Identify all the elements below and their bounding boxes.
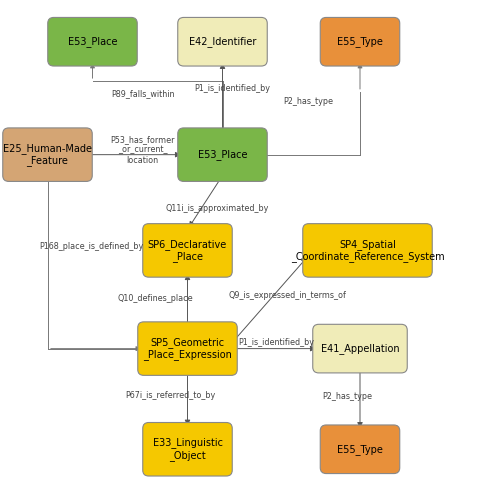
FancyBboxPatch shape — [178, 18, 267, 66]
Text: P1_is_identified_by: P1_is_identified_by — [238, 338, 314, 347]
Text: P2_has_type: P2_has_type — [322, 392, 372, 401]
Text: E25_Human-Made
_Feature: E25_Human-Made _Feature — [3, 143, 92, 166]
FancyBboxPatch shape — [3, 128, 92, 181]
Text: Q9_is_expressed_in_terms_of: Q9_is_expressed_in_terms_of — [228, 291, 346, 300]
FancyBboxPatch shape — [48, 18, 137, 66]
Text: E53_Place: E53_Place — [198, 149, 247, 160]
Text: Q11i_is_approximated_by: Q11i_is_approximated_by — [166, 204, 269, 213]
Text: Q10_defines_place: Q10_defines_place — [117, 294, 193, 302]
Text: SP4_Spatial
_Coordinate_Reference_System: SP4_Spatial _Coordinate_Reference_System — [290, 239, 444, 262]
FancyBboxPatch shape — [313, 325, 407, 373]
Text: SP5_Geometric
_Place_Expression: SP5_Geometric _Place_Expression — [143, 337, 232, 360]
Text: P2_has_type: P2_has_type — [284, 97, 334, 106]
Text: E53_Place: E53_Place — [68, 36, 117, 47]
FancyBboxPatch shape — [320, 18, 400, 66]
Text: E33_Linguistic
_Object: E33_Linguistic _Object — [152, 437, 222, 461]
Text: E55_Type: E55_Type — [337, 36, 383, 47]
Text: P67i_is_referred_to_by: P67i_is_referred_to_by — [125, 391, 215, 400]
Text: P1_is_identified_by: P1_is_identified_by — [194, 84, 270, 93]
Text: E42_Identifier: E42_Identifier — [189, 36, 256, 47]
FancyBboxPatch shape — [138, 322, 237, 376]
Text: P168_place_is_defined_by: P168_place_is_defined_by — [39, 242, 143, 251]
Text: P89_falls_within: P89_falls_within — [111, 89, 174, 98]
FancyBboxPatch shape — [143, 422, 232, 476]
FancyBboxPatch shape — [302, 224, 432, 277]
Text: E41_Appellation: E41_Appellation — [320, 343, 400, 354]
FancyBboxPatch shape — [178, 128, 267, 181]
Text: P53_has_former
_or_current_
location: P53_has_former _or_current_ location — [110, 135, 175, 164]
Text: E55_Type: E55_Type — [337, 444, 383, 455]
Text: SP6_Declarative
_Place: SP6_Declarative _Place — [148, 239, 227, 262]
FancyBboxPatch shape — [143, 224, 232, 277]
FancyBboxPatch shape — [320, 425, 400, 473]
